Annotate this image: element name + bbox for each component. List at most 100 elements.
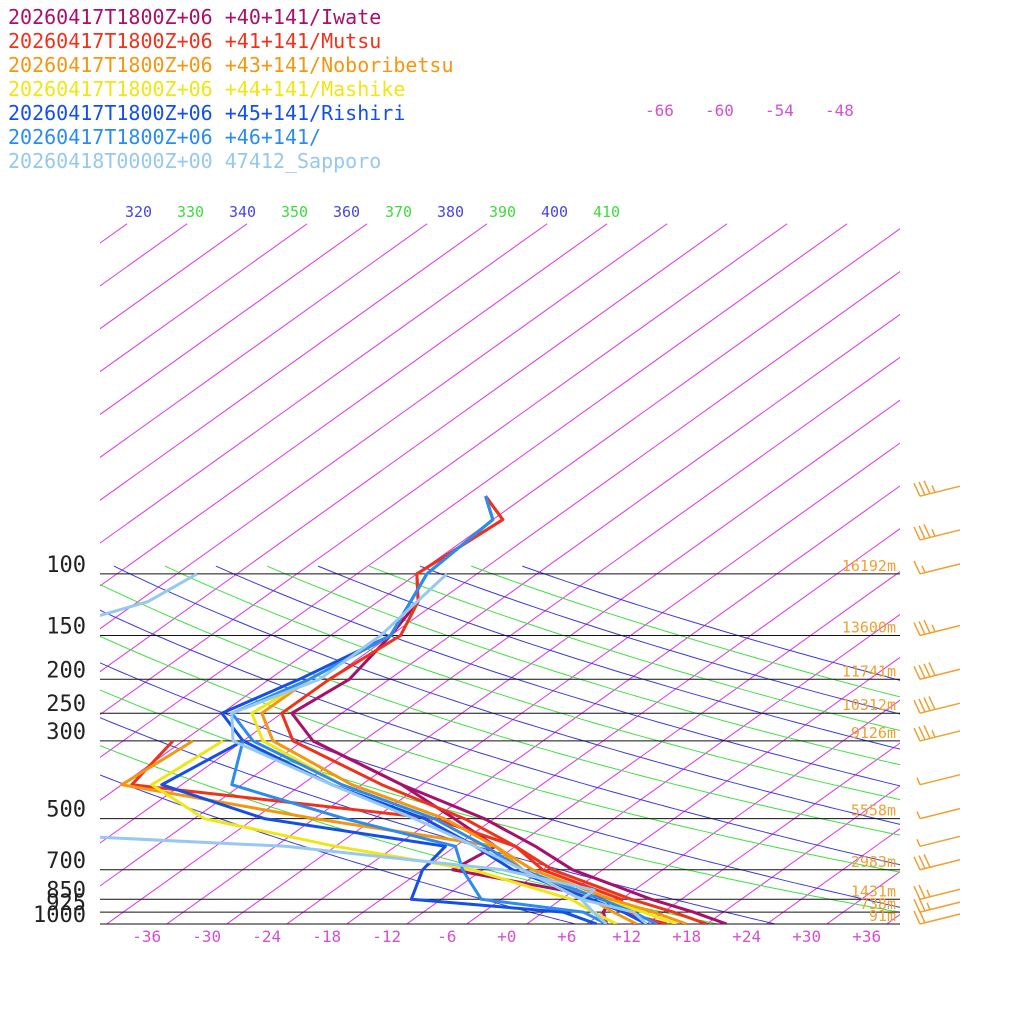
theta-tick-label: 330 [177, 203, 204, 221]
geopotential-height-label: 91m [869, 907, 896, 925]
legend-entry: 20260417T1800Z+06 +41+141/Mutsu [8, 29, 381, 53]
upper-temperature-tick-label: -60 [705, 101, 734, 120]
isotherm-line [100, 223, 488, 501]
pressure-tick-label: 200 [46, 658, 86, 683]
legend-entry: 20260417T1800Z+06 +44+141/Mashike [8, 77, 405, 101]
dewpoint-profile-line [230, 740, 608, 924]
temperature-tick-label: +18 [672, 927, 701, 946]
temperature-tick-label: -12 [372, 927, 401, 946]
legend-entry: 20260417T1800Z+06 +45+141/Rishiri [8, 101, 405, 125]
dry-adiabat-line [419, 565, 900, 715]
wind-barb [913, 884, 961, 901]
isotherm-line [0, 224, 7, 924]
moist-adiabat-line [100, 583, 900, 836]
temperature-tick-label: -24 [252, 927, 281, 946]
isotherm-line [706, 785, 900, 924]
isotherm-line [526, 656, 900, 924]
legend-entry: 20260418T0000Z+00 47412_Sapporo [8, 149, 381, 173]
temperature-profile-line [280, 495, 708, 924]
isotherm-line [646, 742, 900, 924]
isotherm-line [947, 224, 1024, 924]
temperature-tick-label: -36 [132, 927, 161, 946]
isotherm-line [586, 699, 900, 924]
theta-tick-label: 340 [229, 203, 256, 221]
sounding-profiles [100, 495, 728, 924]
wind-barb [913, 662, 961, 680]
geopotential-height-label: 1431m [851, 882, 896, 900]
theta-tick-label: 320 [125, 203, 152, 221]
moist-adiabat-line [100, 689, 900, 913]
temperature-tick-label: +0 [497, 927, 516, 946]
temperature-profile-line [260, 495, 688, 924]
wind-barb [913, 560, 961, 575]
temperature-tick-label: +24 [732, 927, 761, 946]
legend-entry: 20260417T1800Z+06 +46+141/ [8, 125, 321, 149]
isotherm-line [100, 223, 308, 373]
wind-barb [913, 480, 961, 497]
isotherm-line [1007, 224, 1024, 924]
geopotential-height-label: 10312m [842, 696, 896, 714]
legend-entry: 20260417T1800Z+06 +43+141/Noboribetsu [8, 53, 454, 77]
wind-barb [913, 696, 961, 714]
isobar-grid [100, 573, 900, 925]
wind-barb [916, 773, 961, 786]
geopotential-height-label: 11741m [842, 662, 896, 680]
theta-tick-label: 360 [333, 203, 360, 221]
temperature-profile-line [230, 572, 648, 924]
upper-temperature-tick-label: -48 [825, 101, 854, 120]
pressure-tick-label: 700 [46, 849, 86, 874]
legend: 20260417T1800Z+06 +40+141/Iwate20260417T… [8, 5, 454, 173]
wind-barb [916, 807, 961, 820]
wind-barb [913, 619, 961, 637]
wind-barb [916, 835, 961, 848]
isotherm-line [886, 913, 900, 924]
pressure-tick-label: 150 [46, 615, 86, 640]
temperature-tick-label: +6 [557, 927, 576, 946]
pressure-tick-label: 850 [46, 878, 86, 903]
theta-tick-label: 380 [437, 203, 464, 221]
theta-tick-label: 370 [385, 203, 412, 221]
dewpoint-profile-line [120, 739, 638, 924]
isotherm-line [100, 223, 548, 544]
wind-barb [913, 909, 961, 925]
moist-adiabat-line [100, 635, 900, 873]
dewpoint-profile-line [160, 739, 598, 924]
theta-tick-label: 400 [541, 203, 568, 221]
temperature-tick-label: +12 [612, 927, 641, 946]
dry-adiabat-line [317, 565, 900, 750]
geopotential-height-label: 2983m [851, 853, 896, 871]
geopotential-height-label: 738m [860, 895, 896, 913]
upper-temperature-tick-label: -54 [765, 101, 794, 120]
pressure-tick-label: 250 [46, 692, 86, 717]
temperature-tick-label: +30 [792, 927, 821, 946]
moist-adiabat-line [368, 565, 900, 732]
pressure-tick-label: 300 [46, 720, 86, 745]
wind-barb [913, 725, 961, 742]
wind-barb [913, 897, 961, 913]
dry-adiabat-line [113, 565, 900, 825]
moist-adiabat-line [164, 565, 900, 801]
geopotential-height-label: 9126m [851, 724, 896, 742]
isotherm-line [100, 223, 368, 416]
upper-temperature-tick-label: -66 [645, 101, 674, 120]
temperature-tick-label: +36 [852, 927, 881, 946]
isotherm-line [100, 223, 428, 458]
dry-adiabat-line [100, 609, 900, 866]
theta-tick-label: 410 [593, 203, 620, 221]
legend-entry: 20260417T1800Z+06 +40+141/Iwate [8, 5, 381, 29]
temperature-tick-label: -6 [437, 927, 456, 946]
theta-tick-label: 390 [489, 203, 516, 221]
temperature-tick-label: -18 [312, 927, 341, 946]
theta-tick-label: 350 [281, 203, 308, 221]
temperature-tick-label: -30 [192, 927, 221, 946]
dewpoint-profile-line [312, 739, 613, 924]
pressure-tick-label: 925 [46, 891, 86, 916]
moist-adiabat-line [266, 565, 900, 766]
pressure-tick-label: 100 [46, 553, 86, 578]
geopotential-height-label: 16192m [842, 557, 896, 575]
pressure-tick-label: 500 [46, 798, 86, 823]
pressure-tick-label: 1000 [33, 903, 86, 928]
wind-barbs [913, 480, 961, 925]
